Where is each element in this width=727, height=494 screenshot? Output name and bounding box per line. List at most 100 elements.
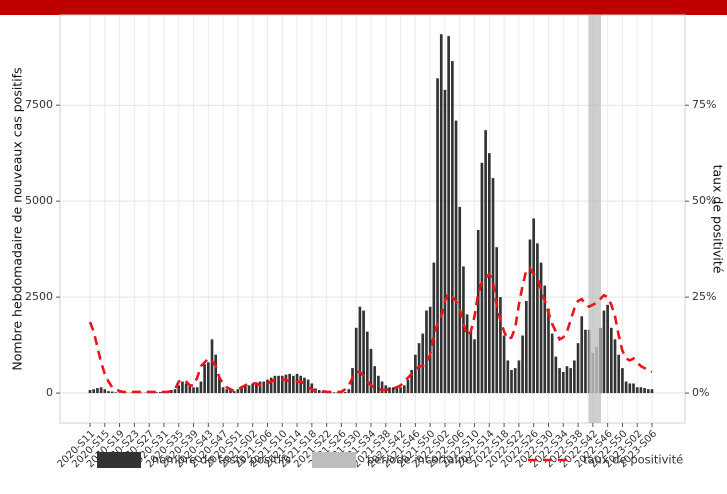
bar: [399, 387, 402, 394]
y-tick-label: 7500: [25, 98, 53, 111]
bar: [436, 78, 439, 394]
bar: [414, 354, 417, 394]
bar: [499, 297, 502, 394]
bar: [88, 389, 92, 394]
bar: [269, 377, 273, 394]
bar: [199, 381, 203, 394]
bar: [554, 356, 558, 394]
bar: [170, 389, 173, 394]
bar: [650, 389, 654, 394]
bar: [155, 392, 158, 394]
bar: [606, 304, 609, 394]
bar: [225, 389, 229, 394]
bar: [103, 389, 107, 394]
y-axis-title: Nombre hebdomadaire de nouveaux cas posi…: [10, 67, 25, 370]
bar: [462, 266, 465, 394]
bar: [317, 389, 321, 394]
bar: [421, 333, 425, 394]
bar: [266, 379, 269, 394]
y-tick-label: 2500: [25, 290, 53, 303]
bar: [628, 383, 632, 394]
legend-swatch: [97, 452, 141, 468]
bar: [158, 391, 162, 394]
bar: [277, 375, 280, 394]
bar: [469, 331, 473, 394]
bar: [181, 381, 184, 394]
bar: [255, 383, 258, 394]
bar: [369, 348, 373, 394]
legend-label: nombre de tests positifs: [152, 453, 291, 467]
bar: [107, 391, 110, 394]
bar: [306, 379, 310, 394]
bar: [343, 391, 347, 394]
bar: [358, 306, 362, 394]
bar: [495, 247, 499, 394]
bar: [646, 389, 650, 394]
bar: [240, 387, 243, 394]
bar: [110, 391, 114, 394]
bar: [506, 360, 510, 394]
bar: [613, 339, 617, 394]
bar: [584, 329, 587, 394]
bar: [428, 306, 432, 394]
bar: [539, 262, 543, 394]
bar: [643, 388, 646, 394]
bar: [354, 327, 358, 394]
bar: [206, 362, 210, 394]
bar: [195, 387, 199, 394]
bar: [591, 352, 595, 394]
bar: [458, 206, 462, 394]
bar: [635, 387, 639, 394]
bar: [528, 239, 532, 394]
bar: [232, 391, 236, 394]
bar: [192, 387, 195, 394]
bar: [92, 389, 96, 394]
bar: [299, 375, 303, 394]
bar: [532, 218, 536, 394]
bar: [425, 310, 428, 394]
bar: [609, 327, 613, 394]
bar: [243, 385, 247, 394]
bar: [513, 368, 517, 394]
bar: [536, 243, 539, 394]
bar: [210, 339, 214, 394]
bar: [288, 373, 291, 394]
bar: [502, 335, 506, 394]
bar: [347, 389, 351, 394]
bar: [114, 392, 118, 394]
bar: [395, 387, 399, 394]
bar: [406, 379, 410, 394]
bar: [432, 262, 436, 394]
bar: [262, 381, 266, 394]
bar: [476, 229, 480, 394]
y2-tick-label: 50%: [692, 194, 716, 207]
y2-tick-label: 75%: [692, 98, 716, 111]
bar: [221, 387, 225, 394]
bar: [273, 375, 277, 394]
bar: [543, 285, 547, 394]
bar: [280, 375, 284, 394]
bar: [465, 314, 469, 394]
bar: [510, 370, 513, 394]
legend-label: période incertaine: [367, 453, 472, 467]
bar: [188, 385, 192, 394]
bar: [617, 354, 621, 394]
bar: [517, 360, 521, 394]
bar: [547, 308, 550, 394]
bar: [247, 385, 251, 394]
y-tick-label: 0: [46, 386, 53, 399]
bar: [484, 130, 487, 394]
bar: [373, 366, 377, 394]
bar: [214, 354, 218, 394]
bar: [639, 387, 643, 394]
bar: [565, 366, 569, 394]
bar: [580, 316, 584, 394]
bar: [377, 375, 380, 394]
bar: [624, 381, 628, 394]
bar: [524, 300, 528, 394]
bar: [229, 389, 232, 394]
bar: [558, 368, 561, 394]
y-tick-label: 5000: [25, 194, 53, 207]
